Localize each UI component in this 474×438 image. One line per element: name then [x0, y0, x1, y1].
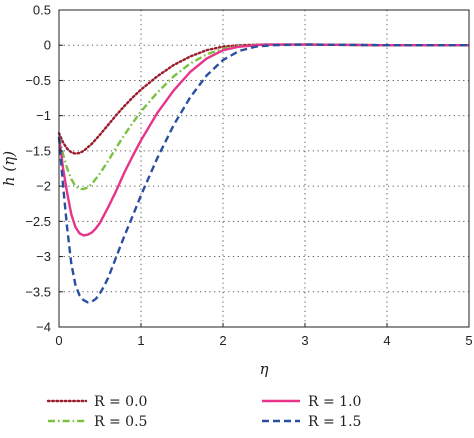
y-tick-label: −1 — [36, 108, 51, 123]
y-tick-label: −2 — [36, 179, 51, 194]
x-tick-label: 4 — [383, 333, 390, 348]
legend-label-2: R = 1.0 — [308, 394, 361, 410]
y-tick-label: −3 — [36, 249, 51, 264]
plot-frame — [58, 9, 470, 328]
series-line-0 — [57, 43, 471, 155]
series-line-2 — [57, 43, 469, 237]
x-tick-label: 3 — [301, 333, 308, 348]
x-tick-label: 2 — [219, 333, 226, 348]
x-axis-label: η — [260, 360, 269, 378]
axis-ticks — [58, 9, 470, 328]
legend-label-3: R = 1.5 — [308, 414, 361, 430]
x-tick-label: 1 — [137, 333, 144, 348]
grid-lines — [59, 10, 469, 327]
y-tick-label: −1.5 — [25, 143, 51, 158]
legend-label-1: R = 0.5 — [94, 414, 147, 430]
y-tick-label: 0 — [44, 38, 51, 53]
y-axis-label: h (η) — [0, 151, 18, 186]
x-tick-label: 5 — [465, 333, 472, 348]
series-line-3 — [57, 43, 469, 304]
y-tick-label: −3.5 — [25, 284, 51, 299]
y-tick-label: 0.5 — [33, 3, 51, 18]
y-tick-label: −0.5 — [25, 73, 51, 88]
legend-label-0: R = 0.0 — [94, 394, 147, 410]
tick-labels: 0 1 2 3 4 5 0.5 0 −0.5 −1 −1.5 −2 −2.5 −3 −3.5 −4 — [25, 3, 472, 349]
y-tick-label: −2.5 — [25, 214, 51, 229]
legend: R = 0.0 R = 0.5 R = 1.0 R = 1.5 — [46, 394, 361, 430]
series-lines — [57, 43, 471, 304]
x-tick-label: 0 — [55, 333, 62, 348]
y-tick-label: −4 — [36, 320, 51, 335]
series-line-1 — [57, 43, 469, 191]
